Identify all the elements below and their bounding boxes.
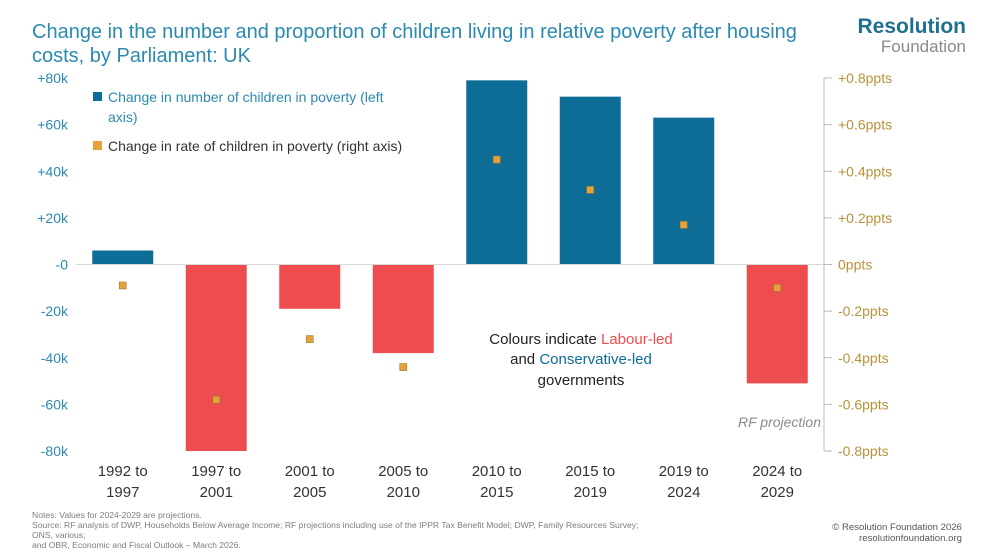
legend-marker-2	[93, 141, 102, 150]
x-tick-label: 2024 to	[752, 463, 802, 480]
bar-4	[372, 264, 434, 354]
x-tick-label: 2029	[761, 484, 794, 501]
bar-7	[653, 117, 715, 265]
annotation-line-3: governments	[538, 372, 625, 389]
notes: Notes: Values for 2024-2029 are projecti…	[32, 510, 652, 550]
notes-line-2: Source: RF analysis of DWP, Households B…	[32, 520, 639, 540]
legend-label-1: axis)	[108, 109, 138, 125]
left-axis-tick-label: +40k	[37, 163, 69, 179]
x-tick-label: 1992 to	[98, 463, 148, 480]
rate-point-8	[773, 284, 782, 292]
x-tick-label: 1997	[106, 484, 139, 501]
notes-line-3: and OBR, Economic and Fiscal Outlook – M…	[32, 540, 241, 550]
annotation-line-1: Colours indicate Labour-led	[489, 331, 672, 348]
resolution-foundation-logo: Resolution Foundation	[858, 16, 967, 56]
brand-line-1: Resolution	[857, 15, 967, 38]
bar-6	[559, 96, 621, 265]
left-axis-tick-label: -80k	[41, 443, 69, 459]
x-tick-label: 2005 to	[378, 463, 428, 480]
annotation-line-2: and Conservative-led	[510, 351, 652, 368]
x-tick-label: 2015	[480, 484, 513, 501]
right-axis-tick-label: +0.6ppts	[838, 117, 892, 133]
copyright: © Resolution Foundation 2026 resolutionf…	[832, 522, 962, 544]
legend-marker-1	[93, 92, 102, 101]
left-axis-tick-label: -60k	[41, 396, 69, 412]
x-tick-label: 2015 to	[565, 463, 615, 480]
copyright-line-1: © Resolution Foundation 2026	[832, 522, 962, 533]
rate-point-4	[399, 363, 408, 371]
right-axis-tick-label: -0.4ppts	[838, 350, 889, 366]
right-axis-tick-label: +0.2ppts	[838, 210, 892, 226]
annotation-conservative: Conservative-led	[539, 351, 652, 368]
bar-1	[92, 250, 154, 265]
right-axis-tick-label: -0.2ppts	[838, 303, 889, 319]
right-axis-tick-label: +0.8ppts	[838, 70, 892, 86]
left-axis-tick-label: +20k	[37, 210, 69, 226]
x-tick-label: 1997 to	[191, 463, 241, 480]
projection-label: RF projection	[738, 414, 821, 430]
right-axis-tick-label: +0.4ppts	[838, 163, 892, 179]
x-tick-label: 2010 to	[472, 463, 522, 480]
bar-3	[279, 264, 341, 309]
x-tick-label: 2010	[387, 484, 420, 501]
rate-point-3	[305, 335, 314, 343]
left-axis-tick-label: -0	[56, 257, 69, 273]
chart-title: Change in the number and proportion of c…	[32, 21, 797, 67]
left-axis-tick-label: -20k	[41, 303, 69, 319]
left-axis-tick-label: +60k	[37, 117, 69, 133]
x-tick-label: 2001 to	[285, 463, 335, 480]
x-tick-label: 2019 to	[659, 463, 709, 480]
rate-point-1	[118, 281, 127, 290]
legend-label-1: Change in number of children in poverty …	[108, 89, 384, 105]
rate-point-5	[492, 155, 501, 164]
x-tick-label: 2019	[574, 484, 607, 501]
brand-line-2: Foundation	[880, 37, 966, 56]
annotation-labour: Labour-led	[601, 331, 673, 348]
bar-8	[746, 264, 808, 384]
left-axis-tick-label: +80k	[37, 70, 69, 86]
right-axis-tick-label: -0.8ppts	[838, 443, 889, 459]
left-axis-tick-label: -40k	[41, 350, 69, 366]
x-tick-label: 2024	[667, 484, 700, 501]
annotation-text: Colours indicate	[489, 331, 601, 348]
annotation-text: and	[510, 351, 539, 368]
rate-point-7	[679, 221, 688, 229]
rate-point-6	[586, 186, 595, 194]
legend-label-2: Change in rate of children in poverty (r…	[108, 138, 402, 154]
x-tick-label: 2005	[293, 484, 326, 501]
copyright-line-2: resolutionfoundation.org	[859, 533, 962, 544]
rate-point-2	[212, 395, 221, 404]
bar-2	[185, 264, 247, 451]
bar-5	[466, 80, 528, 265]
right-axis-tick-label: 0ppts	[838, 257, 872, 273]
x-tick-label: 2001	[200, 484, 233, 501]
right-axis-tick-label: -0.6ppts	[838, 396, 889, 412]
notes-line-1: Notes: Values for 2024-2029 are projecti…	[32, 510, 202, 520]
